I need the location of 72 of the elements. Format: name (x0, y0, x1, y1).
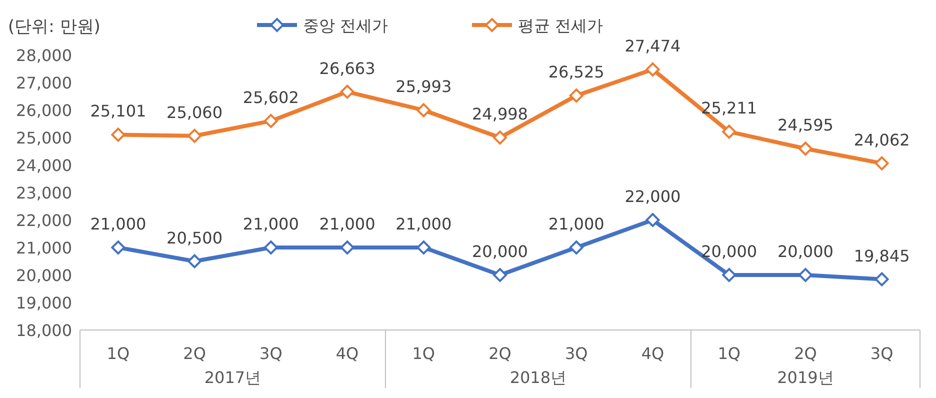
y-tick-label: 26,000 (16, 101, 72, 120)
data-label: 21,000 (242, 214, 299, 234)
point (264, 240, 278, 254)
x-tick-label: 3Q (260, 344, 282, 363)
x-tick-label: 2Q (488, 344, 512, 363)
text: 2018년 (510, 368, 567, 387)
data-label: 26,525 (548, 62, 604, 82)
data-label: 25,060 (166, 102, 223, 122)
x-tick-label: 3Q (870, 344, 894, 363)
data-label: 25,211 (701, 98, 758, 118)
point (416, 240, 431, 254)
x-tick-label: 2Q (183, 344, 206, 363)
point (188, 128, 202, 143)
point (111, 128, 126, 142)
point (798, 142, 812, 156)
y-tick-label: 28,000 (16, 46, 72, 65)
data-label: 20,000 (472, 242, 528, 261)
x-tick-label: 1Q (106, 344, 130, 363)
x-tick-label: 4Q (336, 344, 359, 363)
data-label: 21,000 (548, 214, 604, 234)
x-tick-label: 1Q (412, 344, 436, 363)
point (416, 103, 431, 118)
data-label: 24,595 (777, 116, 834, 135)
legend-label: 평균 전세가 (518, 16, 604, 35)
data-label: 26,663 (319, 58, 376, 78)
y-tick-label: 20,000 (16, 266, 72, 285)
point (646, 62, 660, 76)
y-tick-label: 19,000 (16, 294, 72, 312)
point (569, 240, 584, 254)
chart-title: (단위: 만원) (8, 17, 100, 37)
y-tick-label: 21,000 (16, 238, 72, 258)
data-label: 24,998 (472, 104, 528, 124)
point (111, 240, 126, 254)
data-label: 20,000 (701, 242, 758, 261)
data-label: 19,845 (854, 246, 910, 266)
point (646, 213, 660, 227)
point (264, 114, 278, 128)
point (722, 124, 736, 139)
y-tick-label: 24,000 (16, 156, 72, 175)
data-label: 25,602 (242, 88, 299, 107)
x-tick-label: 2Q (794, 344, 817, 363)
y-tick-label: 22,000 (16, 211, 72, 230)
point (569, 88, 584, 103)
data-label: 27,474 (624, 36, 681, 56)
text: 2019년 (777, 368, 834, 387)
point (493, 130, 507, 145)
x-tick-label: 1Q (718, 344, 740, 363)
legend-label: 중앙 전세가 (303, 16, 388, 35)
data-label: 24,062 (854, 130, 910, 150)
x-tick-label: 4Q (641, 344, 664, 363)
point (493, 268, 507, 282)
point (798, 268, 812, 282)
point (722, 268, 736, 282)
point (340, 240, 354, 254)
data-label: 25,993 (396, 77, 452, 96)
text: 2017년 (204, 368, 262, 387)
data-label: 22,000 (624, 187, 681, 206)
point (188, 254, 202, 268)
point (340, 84, 354, 99)
y-tick-label: 25,000 (16, 128, 72, 148)
data-label: 21,000 (396, 214, 452, 234)
y-tick-label: 27,000 (16, 74, 72, 92)
data-label: 21,000 (319, 214, 376, 234)
data-label: 21,000 (90, 214, 146, 234)
y-tick-label: 18,000 (16, 321, 72, 340)
data-label: 20,500 (166, 228, 223, 248)
data-label: 20,000 (777, 242, 834, 261)
point (874, 156, 889, 170)
x-tick-label: 3Q (564, 344, 588, 363)
y-tick-label: 23,000 (16, 184, 72, 202)
data-label: 25,101 (90, 102, 146, 121)
point (874, 272, 889, 286)
